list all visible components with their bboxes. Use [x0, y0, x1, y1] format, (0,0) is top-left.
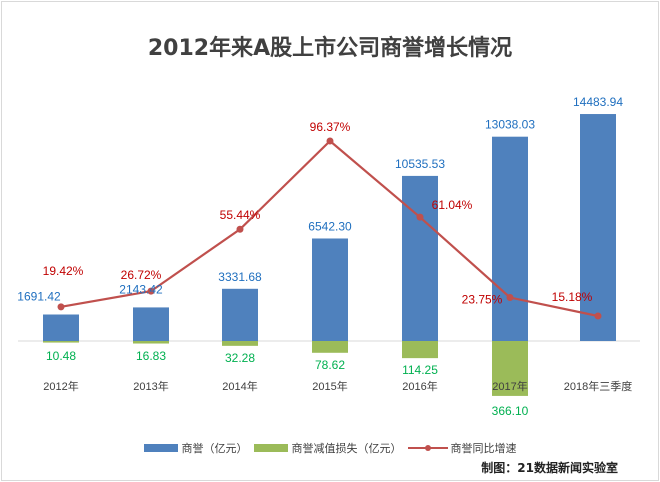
impairment-bar: [43, 341, 79, 343]
impairment-value-label: 114.25: [402, 363, 438, 377]
goodwill-bar: [43, 314, 79, 341]
impairment-value-label: 16.83: [136, 349, 166, 363]
legend-item-goodwill: 商誉（亿元）: [143, 440, 248, 456]
impairment-bar: [133, 341, 169, 344]
legend-line-marker: [407, 445, 448, 451]
legend-swatch: [253, 444, 288, 452]
growth-point: [57, 303, 65, 311]
x-tick-label: 2012年: [43, 379, 78, 393]
impairment-bar: [492, 341, 528, 396]
growth-value-label: 55.44%: [220, 208, 261, 222]
goodwill-bar: [222, 288, 258, 341]
goodwill-value-label: 1691.42: [17, 289, 61, 303]
x-tick-label: 2017年: [492, 379, 527, 393]
impairment-bar: [312, 341, 348, 353]
impairment-bar: [402, 341, 438, 359]
goodwill-bar: [312, 238, 348, 341]
goodwill-bar: [133, 307, 169, 341]
legend: 商誉（亿元） 商誉减值损失（亿元） 商誉同比增速: [0, 440, 660, 456]
growth-value-label: 96.37%: [310, 120, 351, 134]
goodwill-bar: [492, 136, 528, 341]
goodwill-value-label: 13038.03: [485, 118, 535, 132]
legend-swatch: [143, 444, 178, 452]
legend-label: 商誉减值损失（亿元）: [291, 442, 402, 455]
growth-value-label: 19.42%: [43, 264, 84, 278]
growth-value-label: 23.75%: [462, 293, 503, 307]
x-tick-label: 2018年三季度: [564, 379, 632, 393]
credit: 制图：21数据新闻实验室: [481, 461, 618, 475]
growth-point: [416, 213, 424, 221]
impairment-value-label: 10.48: [46, 349, 76, 363]
legend-label: 商誉同比增速: [450, 442, 517, 455]
goodwill-value-label: 6542.30: [308, 219, 352, 233]
impairment-value-label: 78.62: [315, 358, 345, 372]
growth-value-label: 26.72%: [121, 268, 162, 282]
legend-item-impairment: 商誉减值损失（亿元）: [253, 440, 402, 456]
chart-title: 2012年来A股上市公司商誉增长情况: [147, 36, 513, 61]
legend-item-growth: 商誉同比增速: [407, 440, 517, 456]
goodwill-value-label: 2143.42: [119, 282, 163, 296]
goodwill-bar: [402, 175, 438, 341]
growth-point: [326, 137, 334, 145]
goodwill-value-label: 3331.68: [218, 270, 262, 284]
growth-value-label: 15.18%: [552, 290, 593, 304]
x-tick-label: 2015年: [312, 379, 347, 393]
goodwill-value-label: 10535.53: [395, 157, 445, 171]
x-tick-label: 2013年: [133, 379, 168, 393]
impairment-bar: [222, 341, 258, 346]
growth-point: [506, 294, 514, 302]
growth-point: [147, 287, 155, 295]
goodwill-value-label: 14483.94: [573, 95, 623, 109]
growth-value-label: 61.04%: [432, 198, 473, 212]
impairment-value-label: 366.10: [492, 404, 529, 418]
growth-point: [594, 312, 602, 320]
growth-point: [236, 225, 244, 233]
goodwill-bar: [580, 114, 616, 342]
impairment-value-label: 32.28: [225, 351, 255, 365]
x-tick-label: 2016年: [402, 379, 437, 393]
legend-label: 商誉（亿元）: [181, 442, 248, 455]
x-tick-label: 2014年: [222, 379, 257, 393]
